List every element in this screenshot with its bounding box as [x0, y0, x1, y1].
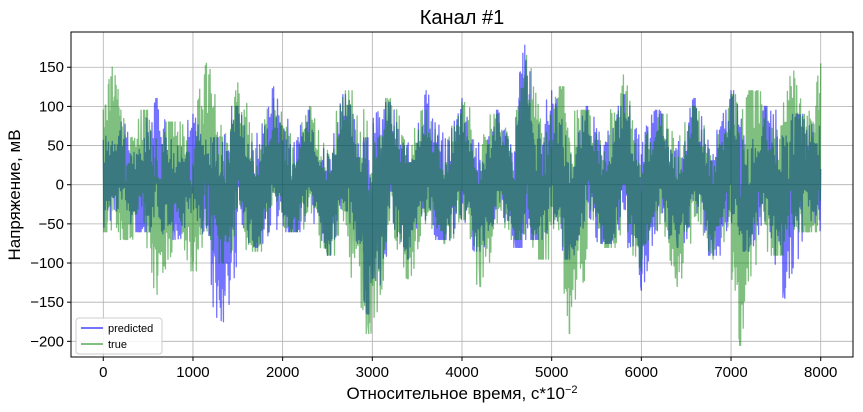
x-axis-label: Относительное время, c*10−2 — [347, 384, 578, 403]
series-line-true — [102, 54, 822, 346]
legend-label-true: true — [108, 339, 127, 351]
y-tick-label: −150 — [30, 294, 64, 311]
y-tick-label: 0 — [56, 177, 64, 194]
x-tick-label: 7000 — [714, 364, 747, 381]
x-tick-label: 8000 — [804, 364, 837, 381]
x-axis-label-text: Относительное время, c*10 — [347, 384, 565, 403]
x-tick-label: 6000 — [625, 364, 658, 381]
legend: predicted true — [75, 317, 163, 355]
x-axis: 0 1000 2000 3000 4000 5000 6000 7000 8000 — [99, 357, 837, 381]
x-tick-label: 1000 — [176, 364, 209, 381]
x-tick-label: 3000 — [356, 364, 389, 381]
x-tick-label: 5000 — [535, 364, 568, 381]
legend-label-predicted: predicted — [108, 323, 153, 335]
x-axis-label-exponent: −2 — [565, 384, 578, 396]
series-layer — [102, 44, 822, 346]
y-tick-label: −100 — [30, 255, 64, 272]
y-axis: −200 −150 −100 −50 0 50 100 150 — [30, 59, 71, 350]
x-tick-label: 0 — [99, 364, 107, 381]
y-tick-label: 50 — [47, 138, 64, 155]
x-tick-label: 2000 — [266, 364, 299, 381]
y-tick-label: −50 — [39, 216, 64, 233]
chart-title: Канал #1 — [420, 7, 504, 29]
y-tick-label: 100 — [39, 98, 64, 115]
plot-area — [102, 44, 822, 346]
y-tick-label: 150 — [39, 59, 64, 76]
x-tick-label: 4000 — [445, 364, 478, 381]
y-axis-label: Напряжение, мВ — [5, 129, 24, 260]
y-tick-label: −200 — [30, 333, 64, 350]
